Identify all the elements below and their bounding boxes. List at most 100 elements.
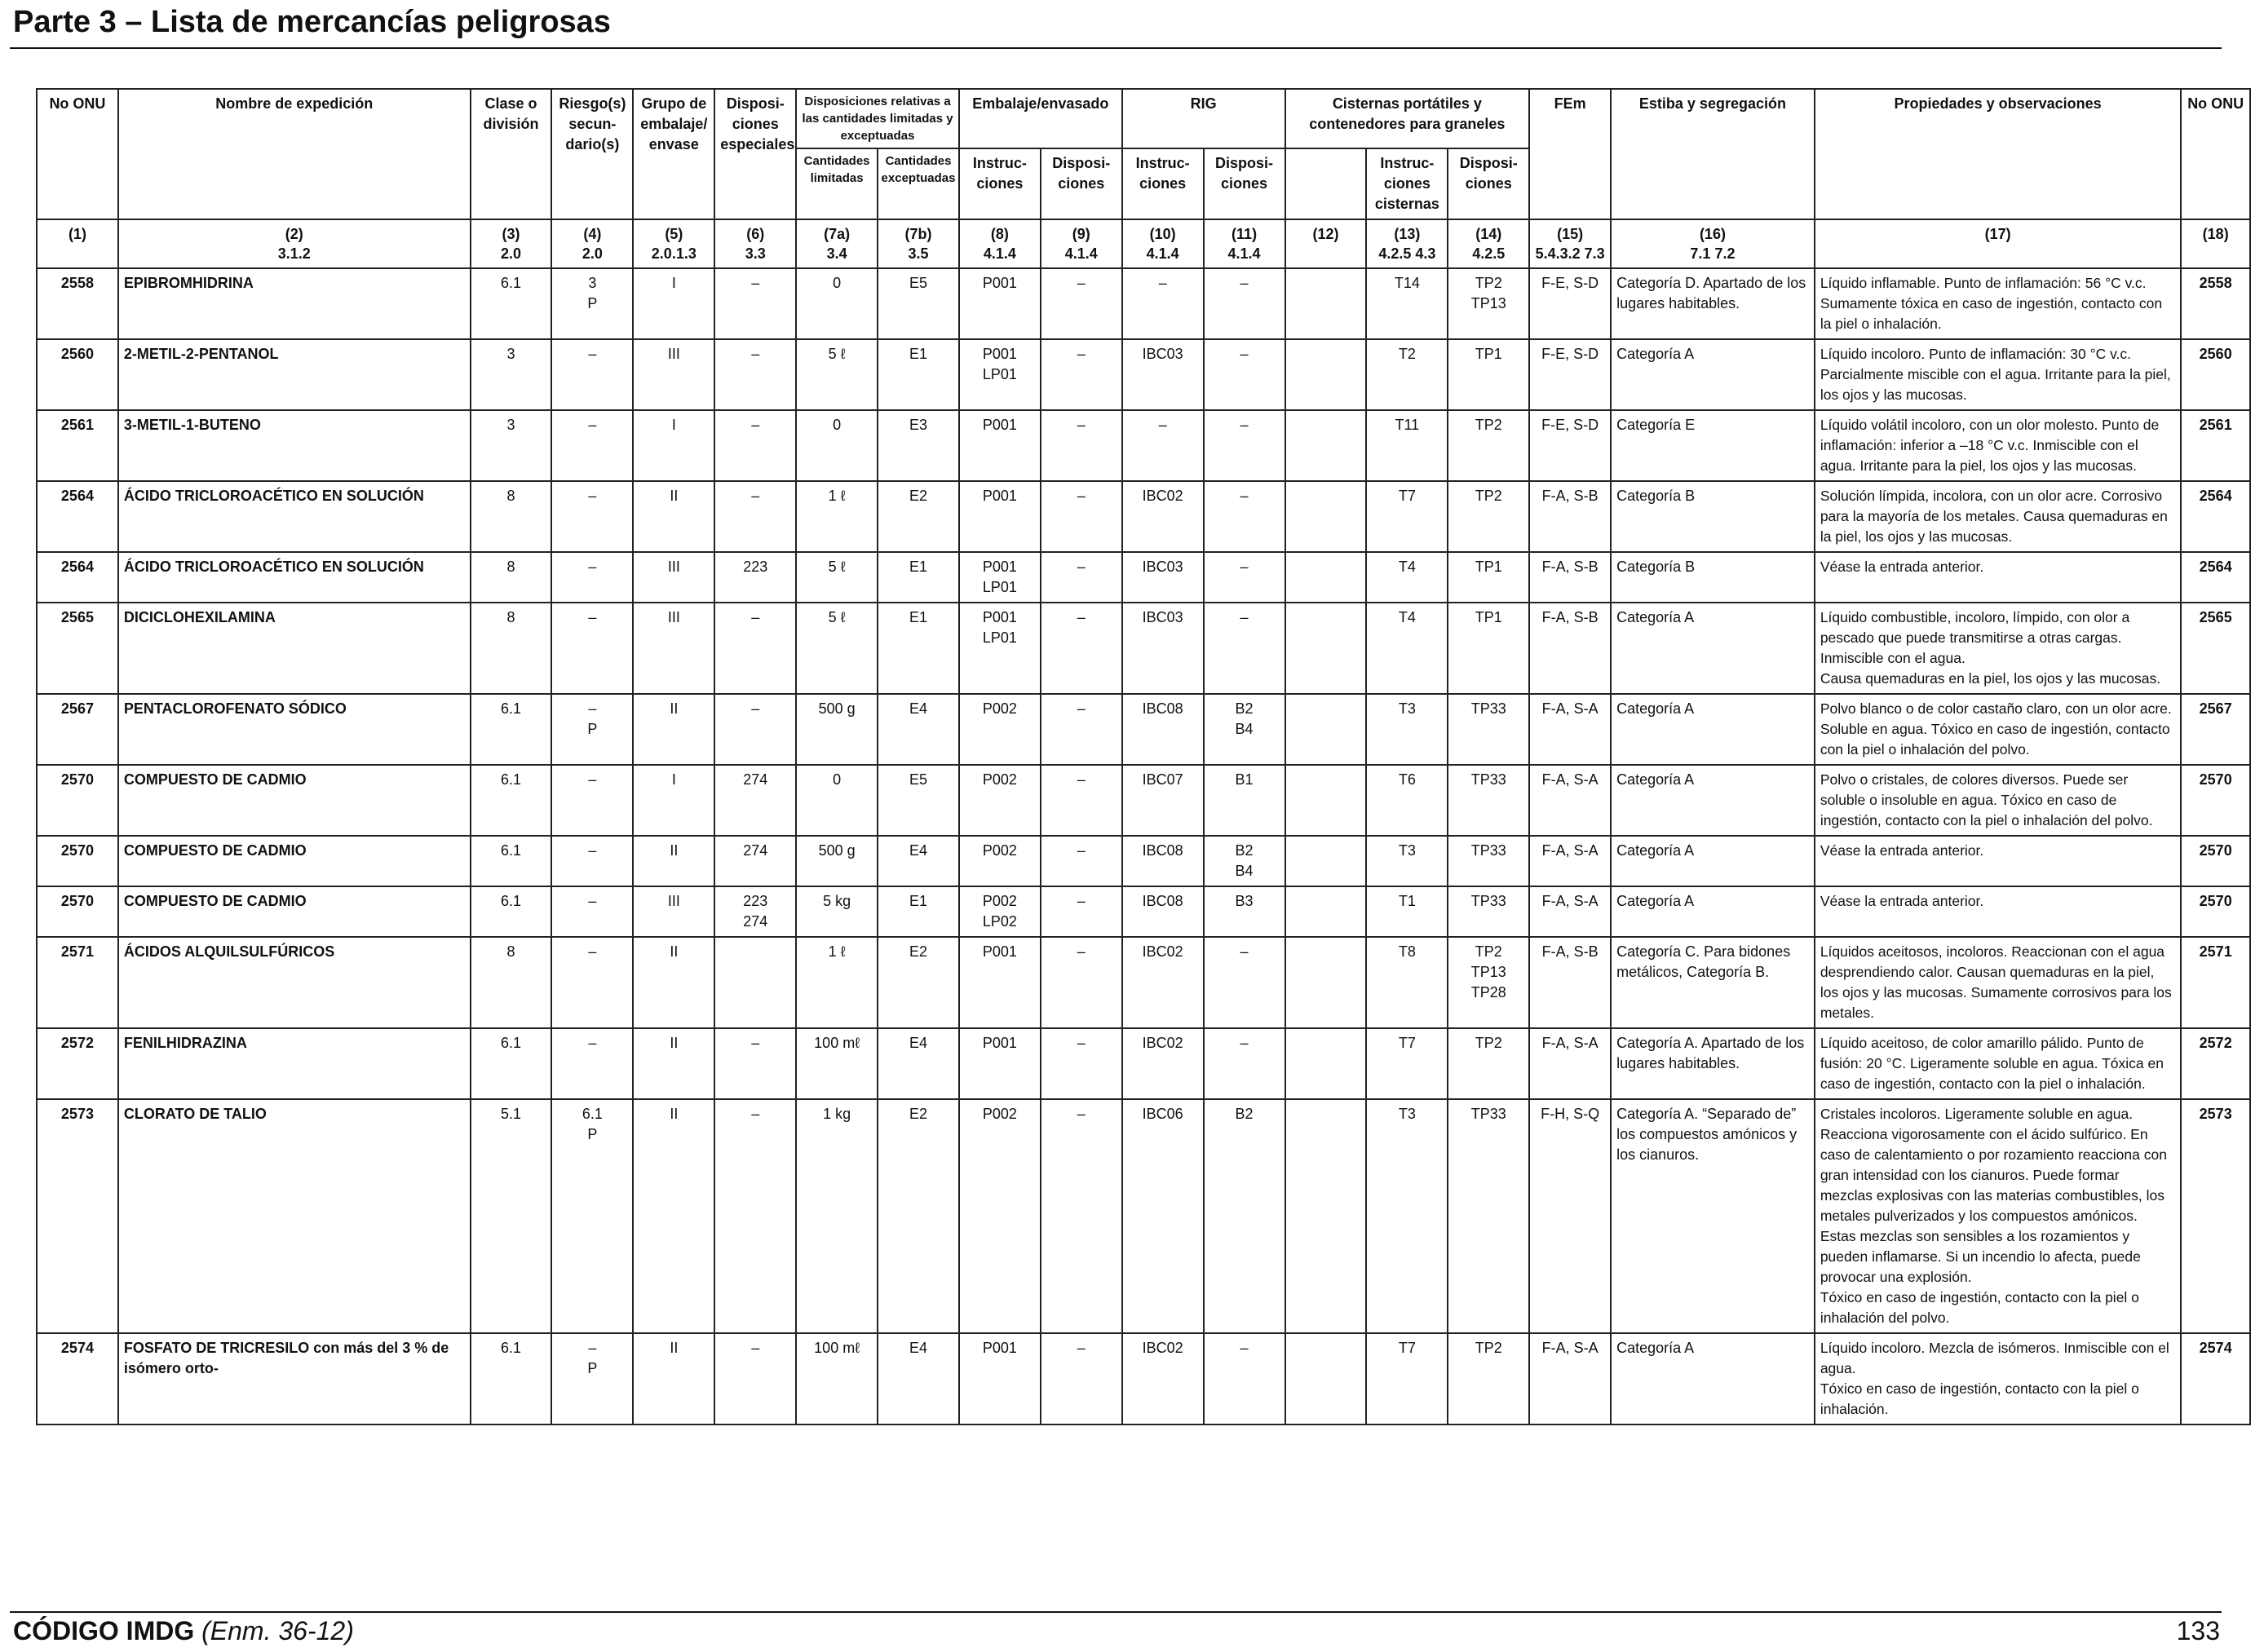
cell-tank-provisions-line: TP1 bbox=[1475, 559, 1502, 575]
cell-un-no-right: 2570 bbox=[2180, 886, 2251, 938]
cell-tank-instructions: T3 bbox=[1365, 1098, 1449, 1334]
cell-properties: Líquidos aceitosos, incoloros. Reacciona… bbox=[1813, 936, 2182, 1029]
page-number: 133 bbox=[2176, 1616, 2220, 1645]
cell-packing-instructions: P001 bbox=[957, 409, 1041, 482]
cell-tank-provisions-line: TP2 bbox=[1475, 1035, 1502, 1051]
cell-packing-group: III bbox=[632, 886, 716, 938]
cell-tank-provisions-line: TP2 bbox=[1475, 488, 1502, 504]
cell-excepted-quantity: E5 bbox=[877, 267, 960, 340]
cell-excepted-quantity: E4 bbox=[877, 1332, 960, 1425]
column-reference: 3.1.2 bbox=[277, 245, 311, 262]
table-row: 2570 COMPUESTO DE CADMIO 6.1– I 274 0 E5 P002– I… bbox=[36, 764, 2251, 837]
column-number-19: (18) bbox=[2180, 219, 2251, 269]
cell-tank-provisions: TP1 bbox=[1447, 338, 1531, 411]
cell-class: 8 bbox=[469, 551, 553, 603]
cell-ibc-instructions: IBC08 bbox=[1121, 835, 1205, 887]
cell-tank-provisions: TP1 bbox=[1447, 551, 1531, 603]
cell-un-no-right: 2572 bbox=[2180, 1027, 2251, 1100]
cell-limited-quantity: 5 kg bbox=[795, 886, 879, 938]
cell-tank-instructions: T11 bbox=[1365, 409, 1449, 482]
cell-class: 6.1 bbox=[469, 764, 553, 837]
cell-limited-quantity: 500 g bbox=[795, 693, 879, 766]
cell-packing-provisions: – bbox=[1039, 551, 1123, 603]
cell-limited-quantity: 5 ℓ bbox=[795, 602, 879, 695]
cell-class: 8 bbox=[469, 480, 553, 553]
cell-col-12 bbox=[1284, 1098, 1368, 1334]
column-index: (11) bbox=[1231, 226, 1258, 242]
column-number-5: (5) 2.0.1.3 bbox=[632, 219, 716, 269]
cell-tank-provisions: TP2 TP13 bbox=[1447, 267, 1531, 340]
cell-properties: Líquido inflamable. Punto de inflamación… bbox=[1813, 267, 2182, 340]
cell-special-provisions: – bbox=[714, 480, 798, 553]
cell-tank-provisions: TP2 bbox=[1447, 480, 1531, 553]
header-un-no-right: No ONU bbox=[2180, 88, 2251, 220]
cell-packing-instructions-line: P002 bbox=[982, 842, 1017, 859]
cell-packing-instructions: P002 bbox=[957, 693, 1041, 766]
column-index: (16) bbox=[1699, 226, 1726, 242]
cell-packing-provisions: – bbox=[1039, 409, 1123, 482]
cell-packing-provisions: – bbox=[1039, 1098, 1123, 1334]
cell-properties: Líquido incoloro. Punto de inflamación: … bbox=[1813, 338, 2182, 411]
column-reference: 2.0 bbox=[581, 245, 603, 262]
cell-subsidiary-risk: – bbox=[551, 936, 635, 1029]
cell-ibc-provisions: – bbox=[1202, 1332, 1286, 1425]
cell-tank-instructions: T8 bbox=[1365, 936, 1449, 1029]
cell-limited-quantity: 100 mℓ bbox=[795, 1332, 879, 1425]
column-reference: 2.0 bbox=[501, 245, 522, 262]
cell-excepted-quantity: E4 bbox=[877, 1027, 960, 1100]
cell-class: 6.1 bbox=[469, 835, 553, 887]
cell-ems: F-E, S-D bbox=[1528, 338, 1612, 411]
cell-packing-instructions: P001 bbox=[957, 1332, 1041, 1425]
cell-ibc-provisions-line: – bbox=[1240, 943, 1249, 960]
cell-subsidiary-risk-line: – bbox=[588, 609, 597, 625]
column-index: (13) bbox=[1394, 226, 1421, 242]
cell-tank-instructions: T7 bbox=[1365, 1027, 1449, 1100]
cell-special-provisions-line: 274 bbox=[743, 771, 768, 788]
header-tanks-group: Cisternas portátiles y contenedores para… bbox=[1284, 88, 1531, 149]
column-number-17: (16) 7.1 7.2 bbox=[1610, 219, 1815, 269]
cell-un-no: 2573 bbox=[36, 1098, 119, 1334]
cell-subsidiary-risk: – bbox=[551, 886, 635, 938]
cell-excepted-quantity: E2 bbox=[877, 480, 960, 553]
cell-tank-provisions: TP1 bbox=[1447, 602, 1531, 695]
cell-packing-instructions-line: LP02 bbox=[982, 913, 1017, 930]
column-reference: 4.1.4 bbox=[1146, 245, 1179, 262]
cell-properties-line: Líquido incoloro. Punto de inflamación: … bbox=[1820, 346, 2171, 403]
cell-shipping-name: COMPUESTO DE CADMIO bbox=[117, 835, 471, 887]
cell-packing-group: II bbox=[632, 1098, 716, 1334]
cell-properties: Líquido aceitoso, de color amarillo páli… bbox=[1813, 1027, 2182, 1100]
cell-un-no-right: 2561 bbox=[2180, 409, 2251, 482]
cell-special-provisions: – bbox=[714, 338, 798, 411]
column-reference: 3.5 bbox=[908, 245, 929, 262]
cell-tank-provisions: TP2 bbox=[1447, 409, 1531, 482]
cell-subsidiary-risk-line: – bbox=[588, 417, 597, 433]
header-packing-group: Grupo de embalaje/ envase bbox=[632, 88, 716, 220]
cell-packing-provisions: – bbox=[1039, 1027, 1123, 1100]
cell-packing-instructions-line: P001 bbox=[982, 1340, 1017, 1356]
cell-packing-instructions: P002 bbox=[957, 835, 1041, 887]
cell-ibc-instructions: IBC02 bbox=[1121, 1027, 1205, 1100]
cell-ibc-provisions-line: – bbox=[1240, 488, 1249, 504]
cell-special-provisions: – bbox=[714, 693, 798, 766]
cell-packing-instructions: P001 bbox=[957, 936, 1041, 1029]
cell-ibc-provisions: – bbox=[1202, 551, 1286, 603]
cell-shipping-name: FOSFATO DE TRICRESILO con más del 3 % de… bbox=[117, 1332, 471, 1425]
cell-un-no-right: 2560 bbox=[2180, 338, 2251, 411]
cell-packing-provisions: – bbox=[1039, 1332, 1123, 1425]
cell-packing-instructions-line: P002 bbox=[982, 771, 1017, 788]
cell-tank-provisions-line: TP2 bbox=[1475, 1340, 1502, 1356]
cell-properties-line: Causa quemaduras en la piel, los ojos y … bbox=[1820, 670, 2161, 687]
cell-un-no: 2558 bbox=[36, 267, 119, 340]
table-row: 2570 COMPUESTO DE CADMIO 6.1– II 274 500 g E4 P… bbox=[36, 835, 2251, 887]
cell-class: 6.1 bbox=[469, 1027, 553, 1100]
cell-packing-provisions: – bbox=[1039, 886, 1123, 938]
cell-special-provisions: – bbox=[714, 1098, 798, 1334]
cell-ibc-instructions: IBC03 bbox=[1121, 338, 1205, 411]
cell-ibc-provisions-line: – bbox=[1240, 417, 1249, 433]
cell-subsidiary-risk-line: 6.1 bbox=[581, 1106, 603, 1122]
header-ems: FEm bbox=[1528, 88, 1612, 220]
cell-ibc-instructions: IBC03 bbox=[1121, 551, 1205, 603]
cell-stowage: Categoría A bbox=[1610, 338, 1815, 411]
cell-ibc-provisions: B3 bbox=[1202, 886, 1286, 938]
cell-subsidiary-risk-line: – bbox=[588, 1340, 597, 1356]
